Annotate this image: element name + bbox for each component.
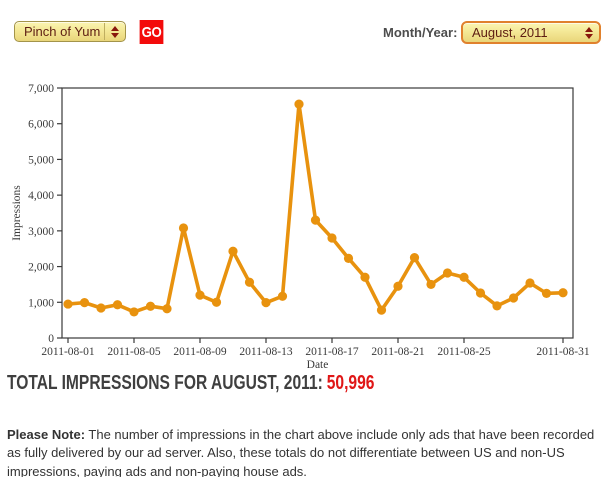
data-point <box>228 246 238 256</box>
impressions-line-chart: 0 1,000 2,000 3,000 4,000 5,000 6,000 7,000 2011… <box>11 83 590 371</box>
x-tick-label: 2011-08-05 <box>107 346 160 358</box>
data-point <box>508 293 519 303</box>
chart-line <box>66 102 565 314</box>
y-tick-label: 0 <box>48 333 54 345</box>
data-point <box>558 288 568 298</box>
y-tick-label: 5,000 <box>28 154 54 166</box>
note-text: The number of impressions in the chart a… <box>7 427 595 477</box>
data-point <box>475 288 486 298</box>
data-point <box>244 277 255 287</box>
y-axis-title: Impressions <box>11 185 23 241</box>
data-point <box>129 307 139 317</box>
arrow-down-icon <box>111 32 119 38</box>
data-point <box>409 253 420 263</box>
month-year-label: Month/Year: <box>383 25 458 40</box>
note-label: Please Note: <box>7 427 86 442</box>
data-point <box>79 298 90 308</box>
select-arrows-icon <box>104 23 125 40</box>
data-point <box>492 301 502 311</box>
x-tick-label: 2011-08-13 <box>239 346 292 358</box>
note-paragraph: Please Note: The number of impressions i… <box>7 426 608 477</box>
data-point <box>294 99 304 109</box>
data-point <box>525 278 535 288</box>
data-point <box>327 233 337 243</box>
data-point <box>376 305 387 315</box>
arrow-down-icon <box>584 33 593 39</box>
total-impressions-heading: TOTAL IMPRESSIONS FOR AUGUST, 2011: 50,99… <box>7 372 374 395</box>
month-year-select-value: August, 2011 <box>472 25 548 40</box>
data-point <box>459 272 469 282</box>
y-tick-label: 6,000 <box>28 119 54 131</box>
data-point <box>96 303 106 313</box>
site-select[interactable]: Pinch of Yum <box>14 21 126 42</box>
x-axis-title: Date <box>307 359 329 371</box>
data-point <box>195 290 205 300</box>
go-button[interactable]: GO <box>139 20 164 44</box>
total-impressions-value: 50,996 <box>326 372 375 394</box>
data-point <box>343 253 354 263</box>
x-tick-label: 2011-08-09 <box>173 346 226 358</box>
y-tick-label: 4,000 <box>28 190 54 202</box>
data-point <box>178 223 189 233</box>
data-point <box>360 272 370 282</box>
y-tick-label: 7,000 <box>28 83 54 95</box>
select-arrows-icon <box>578 23 599 42</box>
site-select-value: Pinch of Yum <box>24 24 101 39</box>
data-point <box>261 298 271 308</box>
total-impressions-label: TOTAL IMPRESSIONS FOR AUGUST, 2011: <box>7 372 323 394</box>
data-point <box>442 268 453 278</box>
data-point <box>541 288 552 298</box>
x-tick-label: 2011-08-01 <box>41 346 94 358</box>
data-point <box>162 304 172 314</box>
data-point <box>426 279 436 290</box>
data-point <box>63 299 73 309</box>
arrow-up-icon <box>584 26 593 32</box>
data-point <box>310 215 321 225</box>
data-point <box>211 297 222 307</box>
y-tick-label: 3,000 <box>28 226 54 238</box>
data-point <box>393 281 403 291</box>
x-tick-label: 2011-08-25 <box>437 346 490 358</box>
x-tick-label: 2011-08-31 <box>536 346 589 358</box>
data-point <box>145 301 156 311</box>
arrow-up-icon <box>111 25 119 31</box>
x-tick-label: 2011-08-21 <box>371 346 424 358</box>
data-point <box>277 291 288 301</box>
plot-border <box>61 87 574 339</box>
x-tick-label: 2011-08-17 <box>305 346 358 358</box>
month-year-select[interactable]: August, 2011 <box>461 21 601 44</box>
y-tick-label: 1,000 <box>28 297 54 309</box>
y-tick-label: 2,000 <box>28 262 54 274</box>
data-point <box>112 300 123 310</box>
